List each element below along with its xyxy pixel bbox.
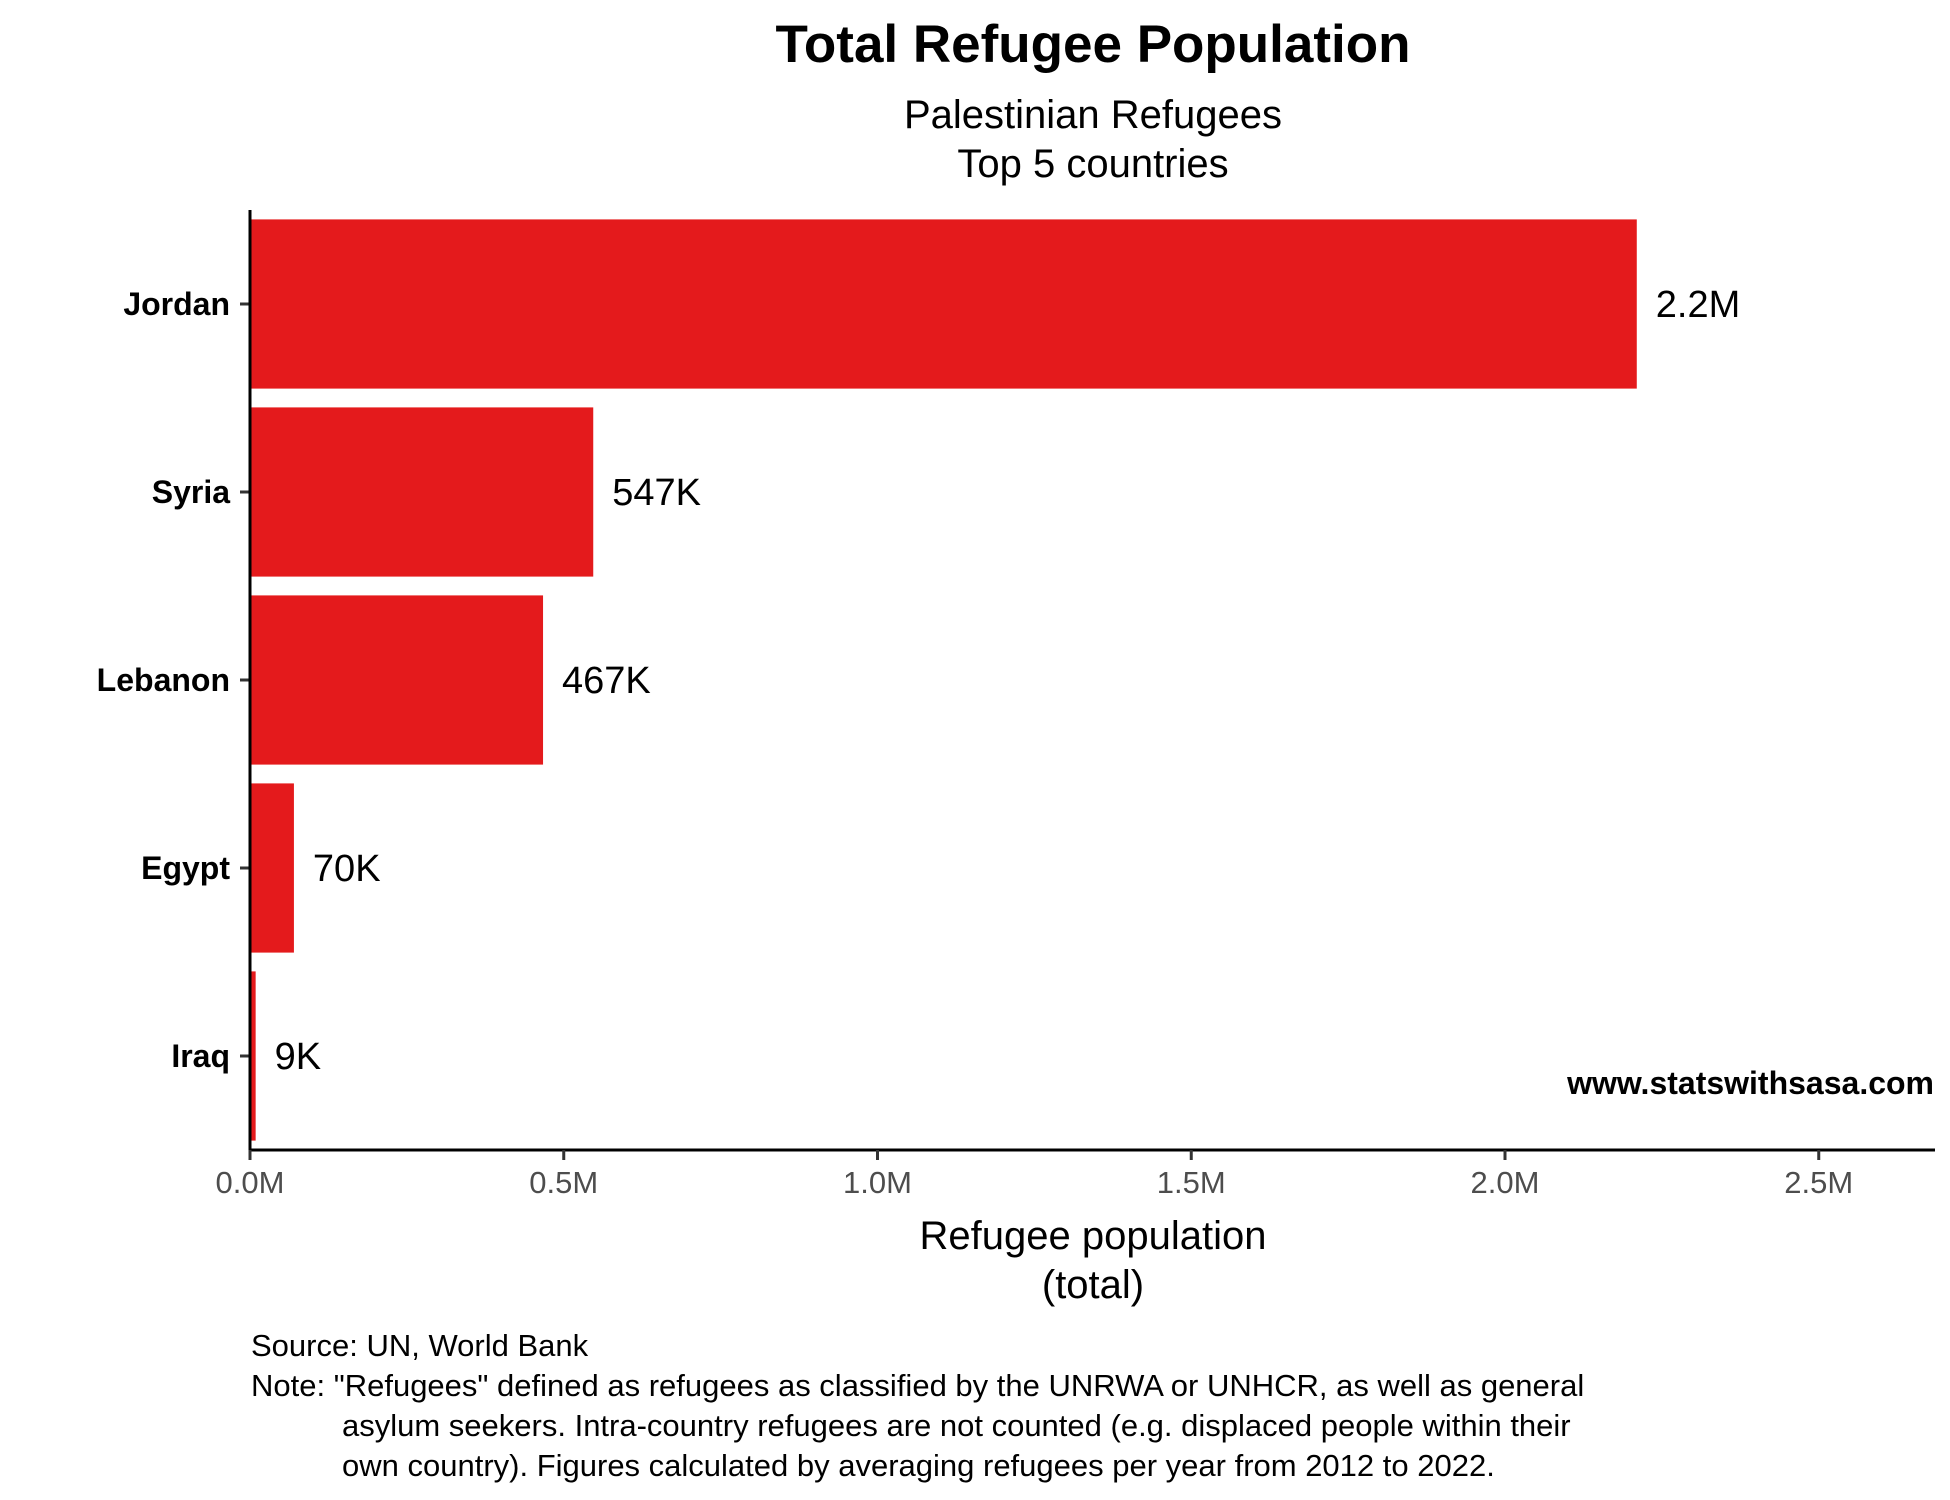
data-label-syria: 547K — [612, 472, 701, 514]
x-tick-label-5: 2.5M — [1784, 1165, 1853, 1200]
x-axis-title-line-2: (total) — [1042, 1263, 1144, 1307]
bar-jordan — [250, 219, 1637, 389]
bar-lebanon — [250, 595, 544, 765]
caption-note-line-2: asylum seekers. Intra-country refugees a… — [342, 1408, 1571, 1443]
y-tick-label-jordan: Jordan — [123, 286, 230, 322]
x-tick-label-0: 0.0M — [216, 1165, 285, 1200]
data-label-lebanon: 467K — [562, 660, 651, 702]
x-tick-label-3: 1.5M — [1157, 1165, 1226, 1200]
y-tick-label-egypt: Egypt — [141, 850, 230, 886]
caption-note-line-1: Note: "Refugees" defined as refugees as … — [251, 1368, 1584, 1403]
y-tick-label-lebanon: Lebanon — [97, 662, 230, 698]
x-tick-label-4: 2.0M — [1471, 1165, 1540, 1200]
bar-iraq — [250, 971, 256, 1141]
watermark-text: www.statswithsasa.com — [1566, 1065, 1934, 1101]
data-labels-group: 2.2M 547K 467K 70K 9K — [275, 284, 1741, 1078]
chart-subtitle-line-1: Palestinian Refugees — [904, 93, 1282, 137]
caption-source: Source: UN, World Bank — [251, 1328, 589, 1363]
chart-title: Total Refugee Population — [775, 15, 1410, 74]
x-tick-label-1: 0.5M — [529, 1165, 598, 1200]
caption-note-line-3: own country). Figures calculated by aver… — [342, 1448, 1495, 1483]
bars-group — [250, 219, 1637, 1141]
data-label-egypt: 70K — [313, 848, 381, 890]
bar-egypt — [250, 783, 294, 953]
chart-subtitle-line-2: Top 5 countries — [957, 142, 1228, 186]
x-axis-title-line-1: Refugee population — [920, 1214, 1267, 1258]
data-label-iraq: 9K — [275, 1036, 321, 1078]
x-axis: 0.0M 0.5M 1.0M 1.5M 2.0M 2.5M — [216, 1148, 1935, 1200]
bar-syria — [250, 407, 594, 577]
y-tick-label-iraq: Iraq — [171, 1038, 230, 1074]
data-label-jordan: 2.2M — [1656, 284, 1740, 326]
y-axis: Jordan Syria Lebanon Egypt Iraq — [97, 210, 252, 1150]
x-tick-label-2: 1.0M — [843, 1165, 912, 1200]
y-tick-label-syria: Syria — [152, 474, 230, 510]
